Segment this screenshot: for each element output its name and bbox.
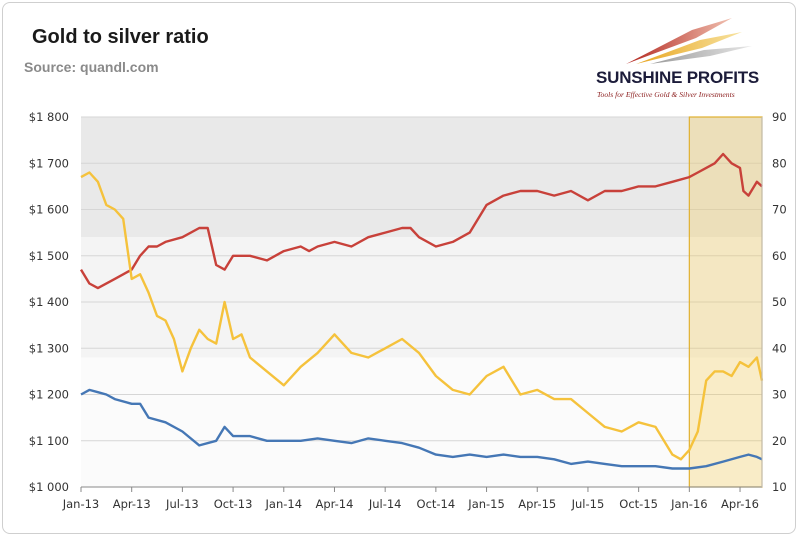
series-lines bbox=[79, 152, 764, 470]
logo-tagline: Tools for Effective Gold & Silver Invest… bbox=[597, 90, 735, 99]
highlight-rect bbox=[688, 116, 763, 488]
y-left-tick-label: $1 400 bbox=[29, 295, 69, 309]
plot-band-top bbox=[81, 117, 762, 238]
chart-title: Gold to silver ratio bbox=[32, 26, 209, 48]
x-tick-label: Jan-16 bbox=[670, 497, 708, 511]
y-right-tick-label: 20 bbox=[772, 434, 787, 448]
x-tick-label: Jul-14 bbox=[368, 497, 402, 511]
x-tick-label: Apr-15 bbox=[518, 497, 556, 511]
y-left-tick-label: $1 500 bbox=[29, 249, 69, 263]
x-tick-label: Jul-13 bbox=[165, 497, 199, 511]
x-tick-label: Apr-13 bbox=[113, 497, 151, 511]
y-right-tick-label: 90 bbox=[772, 110, 787, 124]
y-right-tick-label: 50 bbox=[772, 295, 787, 309]
y-right-tick-label: 70 bbox=[772, 203, 787, 217]
x-tick-label: Jan-15 bbox=[467, 497, 505, 511]
sunshine-profits-logo: SUNSHINE PROFITS Tools for Effective Gol… bbox=[592, 18, 782, 102]
y-right-tick-label: 60 bbox=[772, 249, 787, 263]
y-right-tick-label: 40 bbox=[772, 341, 787, 355]
y-left-tick-label: $1 200 bbox=[29, 388, 69, 402]
y-left-tick-label: $1 600 bbox=[29, 203, 69, 217]
highlight-region bbox=[688, 116, 763, 488]
y-left-tick-label: $1 100 bbox=[29, 434, 69, 448]
chart-source: Source: quandl.com bbox=[24, 59, 159, 75]
sun-rays-icon bbox=[626, 18, 752, 64]
y-right-tick-label: 80 bbox=[772, 156, 787, 170]
series-line-silver-price bbox=[80, 388, 763, 470]
x-tick-label: Oct-15 bbox=[619, 497, 658, 511]
series-line-gold-to-silver-ratio bbox=[79, 152, 763, 290]
x-tick-label: Apr-14 bbox=[315, 497, 353, 511]
x-tick-label: Oct-14 bbox=[417, 497, 456, 511]
y-left-tick-label: $1 800 bbox=[29, 110, 69, 124]
y-right-tick-label: 10 bbox=[772, 480, 787, 494]
y-left-tick-label: $1 300 bbox=[29, 341, 69, 355]
series-line-gold-price bbox=[80, 171, 764, 461]
y-left-tick-label: $1 700 bbox=[29, 156, 69, 170]
logo-name: SUNSHINE PROFITS bbox=[596, 68, 760, 87]
axes: $1 000 $1 100 $1 200 $1 300 $1 400 $1 500 $1 6… bbox=[29, 110, 787, 511]
y-left-tick-label: $1 000 bbox=[29, 480, 69, 494]
x-tick-label: Apr-16 bbox=[721, 497, 759, 511]
x-tick-label: Oct-13 bbox=[214, 497, 253, 511]
x-tick-label: Jul-15 bbox=[571, 497, 605, 511]
x-tick-label: Jan-14 bbox=[265, 497, 303, 511]
y-right-tick-label: 30 bbox=[772, 388, 787, 402]
x-tick-label: Jan-13 bbox=[62, 497, 100, 511]
